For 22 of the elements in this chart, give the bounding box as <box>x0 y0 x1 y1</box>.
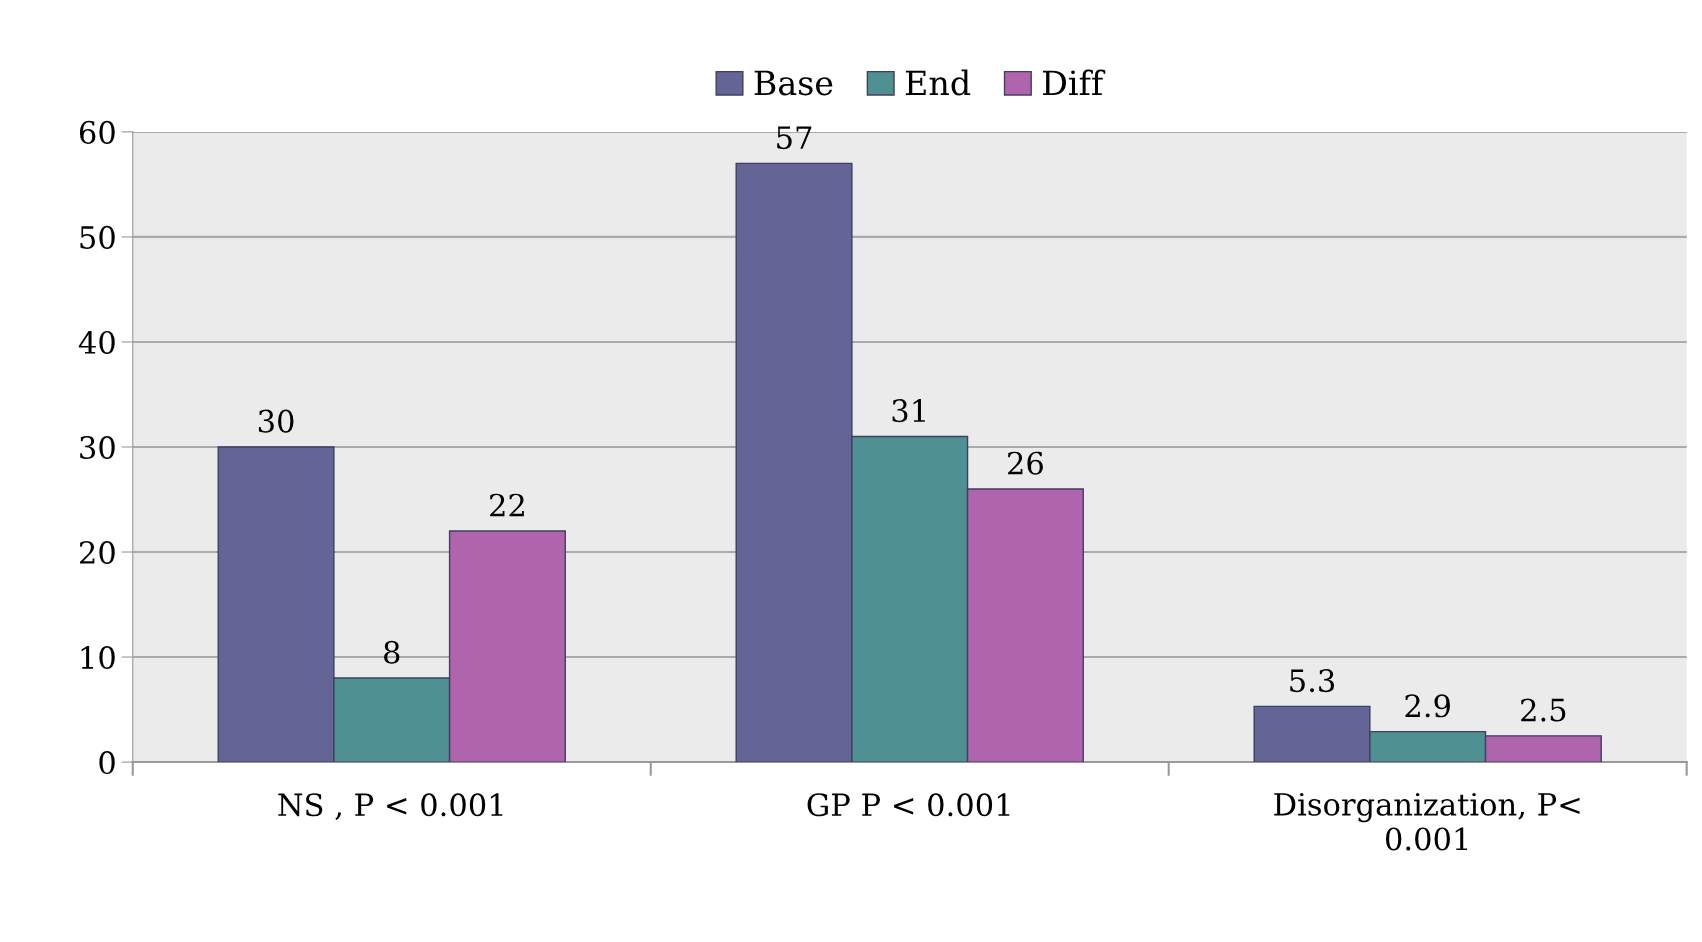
y-tick-label: 20 <box>79 540 115 565</box>
data-label: 31 <box>892 399 925 423</box>
legend-label: End <box>905 69 971 96</box>
data-label: 22 <box>490 493 524 517</box>
data-label: 8 <box>384 640 400 664</box>
y-tick-label: 0 <box>99 751 115 775</box>
data-label: 30 <box>258 409 294 433</box>
legend-label: Base <box>754 70 833 96</box>
y-tick-label: 50 <box>80 225 115 249</box>
data-label: 2.5 <box>1521 698 1566 722</box>
y-tick-label: 10 <box>81 645 115 670</box>
y-tick-label: 60 <box>79 120 115 144</box>
data-label: 26 <box>1008 451 1043 475</box>
y-tick-label: 30 <box>80 435 115 460</box>
data-label: 5.3 <box>1290 669 1335 693</box>
x-tick-label: NS , P < 0.001 <box>278 793 503 821</box>
y-tick-label: 40 <box>78 330 115 354</box>
data-label: 57 <box>777 126 812 150</box>
x-tick-label: GP P < 0.001 <box>807 793 1010 817</box>
x-tick-label: Disorganization, P< 0.001 <box>1274 792 1580 851</box>
data-label: 2.9 <box>1405 694 1450 718</box>
legend-label: Diff <box>1043 69 1106 95</box>
